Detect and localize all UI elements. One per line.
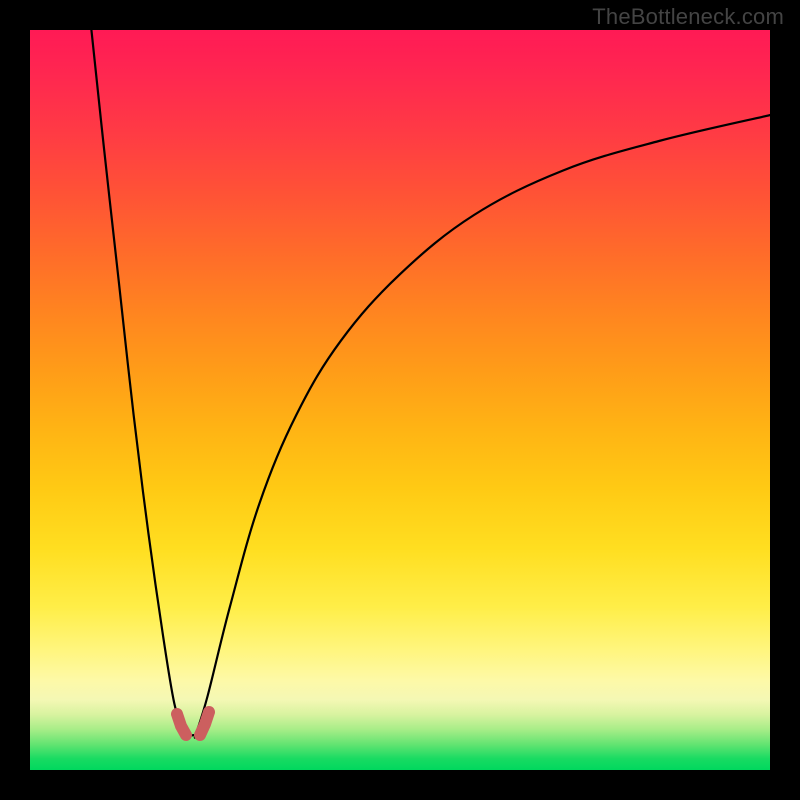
watermark-text: TheBottleneck.com [592,4,784,30]
chart-svg [0,0,800,800]
chart-stage: TheBottleneck.com [0,0,800,800]
